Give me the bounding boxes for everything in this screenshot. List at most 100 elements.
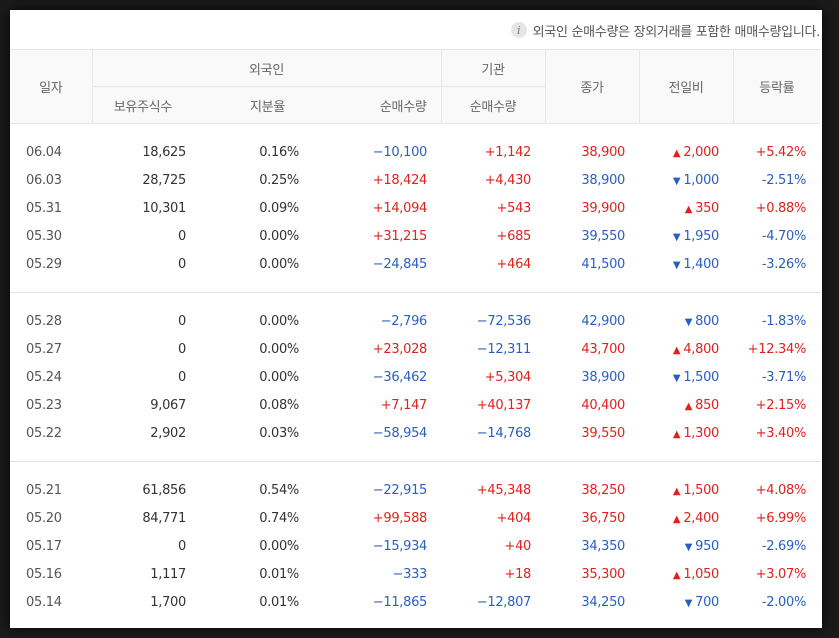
cell-close: 42,900 [581, 313, 626, 329]
cell-change: ▲ 850 [639, 391, 733, 419]
cell-change: ▲ 1,500 [639, 462, 733, 505]
notice-text: 외국인 순매수량은 장외거래를 포함한 매매수량입니다. [532, 24, 821, 40]
cell-inst-net: +4,430 [484, 172, 532, 188]
table-row: 05.21 61,856 0.54% −22,915 +45,348 38,250 ▲ 1,5… [10, 462, 820, 505]
trading-table-panel: i 외국인 순매수량은 장외거래를 포함한 매매수량입니다. 일자 외국인 기관… [10, 10, 822, 628]
triangle-down-icon: ▼ [684, 597, 693, 609]
cell-date: 05.27 [26, 341, 62, 357]
cell-date: 05.16 [26, 566, 62, 582]
cell-ratio: 0.54% [259, 482, 299, 498]
cell-holdings: 0 [178, 369, 186, 385]
triangle-up-icon: ▲ [672, 513, 681, 525]
header-foreign: 외국인 [91, 49, 442, 87]
cell-ratio: 0.74% [259, 510, 299, 526]
cell-holdings: 61,856 [142, 482, 186, 498]
change-value: 1,050 [683, 566, 720, 582]
cell-rate: -3.26% [733, 250, 821, 293]
table-row: 05.31 10,301 0.09% +14,094 +543 39,900 ▲ 350 +0.… [10, 194, 820, 222]
table-row: 05.14 1,700 0.01% −11,865 −12,807 34,250 ▼ 700 -… [10, 588, 820, 628]
cell-foreign-net: −36,462 [372, 369, 428, 385]
cell-inst-net: +404 [496, 510, 532, 526]
cell-rate: +6.99% [755, 510, 807, 526]
cell-foreign-net: −333 [392, 566, 428, 582]
cell-foreign-net: −11,865 [372, 594, 428, 610]
cell-foreign-net: −24,845 [313, 250, 442, 293]
cell-inst-net: +543 [496, 200, 532, 216]
cell-ratio: 0.25% [259, 172, 299, 188]
cell-close: 43,700 [581, 341, 626, 357]
header-ratio: 지분율 [200, 86, 313, 124]
change-value: 1,300 [683, 425, 720, 441]
cell-change: ▼ 1,950 [639, 222, 733, 250]
triangle-up-icon: ▲ [684, 203, 693, 215]
cell-change: ▲ 350 [639, 194, 733, 222]
cell-change: ▼ 950 [639, 532, 733, 560]
table-row: 05.23 9,067 0.08% +7,147 +40,137 40,400 ▲ 850 +2… [10, 391, 820, 419]
cell-date: 06.04 [26, 144, 62, 160]
cell-inst-net: −72,536 [476, 313, 532, 329]
cell-foreign-net: −15,934 [372, 538, 428, 554]
info-icon[interactable]: i [510, 22, 527, 38]
cell-rate: -2.69% [761, 538, 807, 554]
cell-close: 38,900 [581, 369, 626, 385]
header-date: 일자 [10, 49, 92, 124]
triangle-up-icon: ▲ [672, 344, 681, 356]
cell-ratio: 0.09% [259, 200, 299, 216]
header-change: 전일비 [638, 49, 734, 124]
change-value: 950 [695, 538, 720, 554]
change-value: 1,400 [683, 256, 720, 272]
cell-rate: +12.34% [747, 341, 807, 357]
cell-change: ▲ 4,800 [639, 335, 733, 363]
cell-inst-net: +685 [496, 228, 532, 244]
cell-close: 35,300 [581, 566, 626, 582]
cell-close: 41,500 [545, 250, 640, 293]
cell-ratio: 0.03% [200, 419, 313, 462]
table-row: 05.27 0 0.00% +23,028 −12,311 43,700 ▲ 4,800 +12… [10, 335, 820, 363]
cell-ratio: 0.00% [200, 250, 313, 293]
table-row: 05.22 2,902 0.03% −58,954 −14,768 39,550 ▲ 1,30… [10, 419, 821, 462]
table-row: 06.03 28,725 0.25% +18,424 +4,430 38,900 ▼ 1,00… [10, 166, 820, 194]
cell-ratio: 0.08% [259, 397, 299, 413]
cell-holdings: 9,067 [150, 397, 186, 413]
cell-date: 05.14 [26, 594, 62, 610]
cell-rate: +4.08% [755, 482, 807, 498]
cell-foreign-net: +99,588 [372, 510, 428, 526]
triangle-down-icon: ▼ [672, 175, 681, 187]
header-inst-net: 순매수량 [440, 86, 546, 124]
triangle-down-icon: ▼ [672, 231, 681, 243]
cell-inst-net: +18 [504, 566, 532, 582]
cell-holdings: 0 [178, 313, 186, 329]
cell-ratio: 0.01% [259, 566, 299, 582]
cell-foreign-net: +23,028 [372, 341, 428, 357]
triangle-up-icon: ▲ [672, 428, 681, 440]
cell-change: ▼ 1,000 [639, 166, 733, 194]
cell-close: 38,250 [581, 482, 626, 498]
table-row: 05.16 1,117 0.01% −333 +18 35,300 ▲ 1,050 +3.07% [10, 560, 820, 588]
change-value: 1,500 [683, 369, 720, 385]
cell-foreign-net: +14,094 [372, 200, 428, 216]
cell-inst-net: +464 [441, 250, 546, 293]
cell-rate: -2.00% [761, 594, 807, 610]
cell-holdings: 2,902 [92, 419, 200, 462]
cell-ratio: 0.00% [259, 341, 299, 357]
cell-rate: -2.51% [761, 172, 807, 188]
triangle-up-icon: ▲ [684, 400, 693, 412]
cell-change: ▼ 700 [639, 588, 733, 628]
cell-rate: +3.40% [733, 419, 821, 462]
cell-close: 34,350 [581, 538, 626, 554]
cell-change: ▲ 1,300 [639, 419, 734, 462]
cell-foreign-net: +31,215 [372, 228, 428, 244]
cell-holdings: 28,725 [142, 172, 186, 188]
cell-holdings: 1,117 [150, 566, 186, 582]
cell-holdings: 18,625 [142, 144, 186, 160]
cell-ratio: 0.00% [259, 313, 299, 329]
triangle-down-icon: ▼ [672, 372, 681, 384]
cell-inst-net: +5,304 [484, 369, 532, 385]
table-row: 05.28 0 0.00% −2,796 −72,536 42,900 ▼ 800 -1.83% [10, 293, 820, 336]
header-close: 종가 [544, 49, 640, 124]
cell-date: 05.22 [10, 419, 92, 462]
triangle-up-icon: ▲ [672, 569, 681, 581]
cell-date: 06.03 [26, 172, 62, 188]
cell-change: ▲ 2,000 [639, 124, 733, 167]
change-value: 850 [695, 397, 720, 413]
